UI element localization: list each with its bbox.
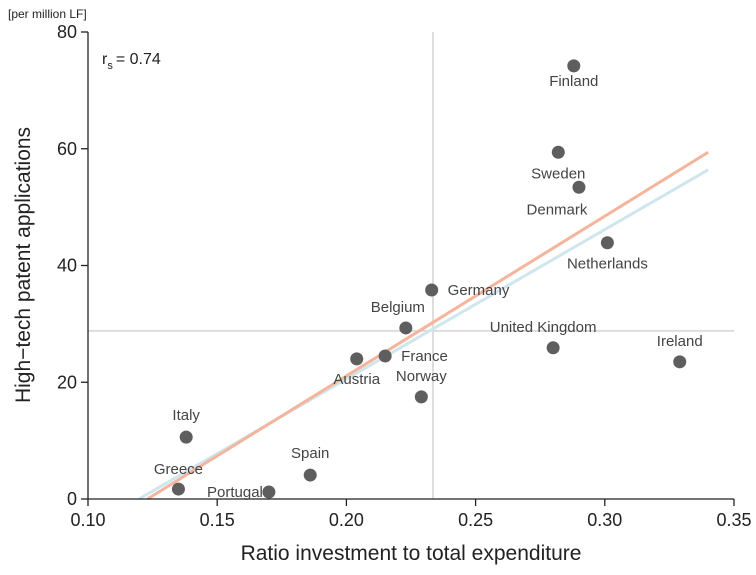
x-tick-label: 0.35 — [716, 510, 751, 530]
point — [551, 145, 565, 159]
unit-label: [per million LF] — [8, 7, 87, 21]
x-tick-label: 0.25 — [458, 510, 493, 530]
x-axis-title: Ratio investment to total expenditure — [241, 542, 582, 565]
point — [171, 482, 185, 496]
point — [414, 390, 428, 404]
point — [350, 352, 364, 366]
point-label: Austria — [333, 371, 380, 388]
y-tick-label: 20 — [57, 372, 77, 392]
y-tick-label: 40 — [57, 256, 77, 276]
point-label: Italy — [172, 407, 200, 424]
y-axis-title: High−tech patent applications — [12, 127, 35, 403]
y-tick-label: 0 — [67, 489, 77, 509]
point-label: Finland — [549, 73, 598, 90]
point — [572, 180, 586, 194]
point-label: Denmark — [527, 201, 588, 218]
x-tick-label: 0.10 — [70, 510, 105, 530]
fit-line — [146, 150, 709, 501]
annotation: rs = 0.74 — [102, 51, 161, 72]
annotation-text: = 0.74 — [116, 51, 161, 68]
point — [673, 355, 687, 369]
point-label: Belgium — [371, 299, 425, 316]
point-label: Sweden — [531, 165, 585, 182]
point — [378, 349, 392, 363]
point-label: Spain — [291, 445, 329, 462]
x-tick-label: 0.30 — [587, 510, 622, 530]
point-label: Netherlands — [567, 256, 648, 273]
y-tick-label: 60 — [57, 139, 77, 159]
x-tick-label: 0.20 — [329, 510, 364, 530]
point-label: Norway — [396, 368, 447, 385]
point — [399, 321, 413, 335]
point — [546, 341, 560, 355]
point — [179, 430, 193, 444]
point-label: Germany — [448, 282, 510, 299]
point-label: France — [401, 348, 448, 365]
point — [262, 485, 276, 499]
point-label: Portugal — [207, 484, 263, 501]
point — [303, 468, 317, 482]
y-tick-label: 80 — [57, 22, 77, 42]
point — [600, 236, 614, 250]
x-tick-label: 0.15 — [200, 510, 235, 530]
point — [567, 59, 581, 73]
point-label: Greece — [154, 461, 203, 478]
fit-line — [138, 168, 709, 501]
annotation-subscript: s — [107, 60, 113, 72]
point-label: Ireland — [657, 333, 703, 350]
annotation-symbol: r — [102, 51, 108, 68]
point-label: United Kingdom — [490, 319, 597, 336]
point — [425, 283, 439, 297]
